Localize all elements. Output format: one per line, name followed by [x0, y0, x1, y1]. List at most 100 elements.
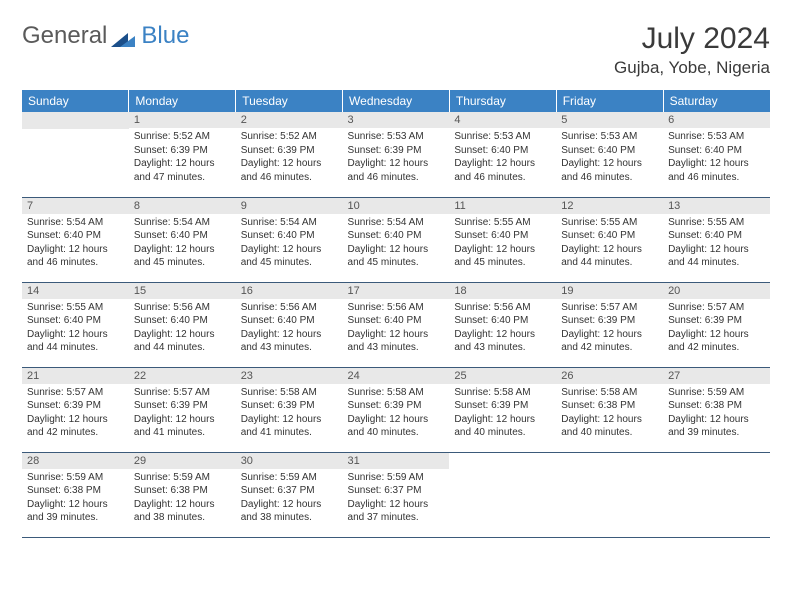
weekday-header: Wednesday	[343, 90, 450, 112]
day-details: Sunrise: 5:59 AMSunset: 6:37 PMDaylight:…	[236, 469, 343, 529]
day-details: Sunrise: 5:53 AMSunset: 6:40 PMDaylight:…	[663, 128, 770, 188]
day-number: 12	[556, 198, 663, 214]
logo-triangle-icon	[111, 27, 135, 45]
location-text: Gujba, Yobe, Nigeria	[614, 58, 770, 78]
day-number: 21	[22, 368, 129, 384]
calendar-row: 7Sunrise: 5:54 AMSunset: 6:40 PMDaylight…	[22, 197, 770, 282]
weekday-header: Sunday	[22, 90, 129, 112]
day-number: 13	[663, 198, 770, 214]
day-number: 15	[129, 283, 236, 299]
logo-text-blue: Blue	[141, 22, 189, 50]
day-details: Sunrise: 5:56 AMSunset: 6:40 PMDaylight:…	[343, 299, 450, 359]
calendar-cell	[22, 112, 129, 197]
day-details: Sunrise: 5:56 AMSunset: 6:40 PMDaylight:…	[129, 299, 236, 359]
day-details: Sunrise: 5:54 AMSunset: 6:40 PMDaylight:…	[22, 214, 129, 274]
title-block: July 2024 Gujba, Yobe, Nigeria	[614, 22, 770, 78]
day-details: Sunrise: 5:58 AMSunset: 6:39 PMDaylight:…	[236, 384, 343, 444]
calendar-cell: 13Sunrise: 5:55 AMSunset: 6:40 PMDayligh…	[663, 197, 770, 282]
day-number: 26	[556, 368, 663, 384]
day-number: 30	[236, 453, 343, 469]
calendar-cell: 16Sunrise: 5:56 AMSunset: 6:40 PMDayligh…	[236, 282, 343, 367]
day-number: 17	[343, 283, 450, 299]
weekday-header: Thursday	[449, 90, 556, 112]
day-number: 19	[556, 283, 663, 299]
day-details: Sunrise: 5:59 AMSunset: 6:37 PMDaylight:…	[343, 469, 450, 529]
day-number: 3	[343, 112, 450, 128]
calendar-cell: 17Sunrise: 5:56 AMSunset: 6:40 PMDayligh…	[343, 282, 450, 367]
day-number: 2	[236, 112, 343, 128]
weekday-header: Saturday	[663, 90, 770, 112]
day-details: Sunrise: 5:59 AMSunset: 6:38 PMDaylight:…	[663, 384, 770, 444]
day-number: 11	[449, 198, 556, 214]
day-details: Sunrise: 5:57 AMSunset: 6:39 PMDaylight:…	[129, 384, 236, 444]
calendar-cell: 9Sunrise: 5:54 AMSunset: 6:40 PMDaylight…	[236, 197, 343, 282]
calendar-cell: 3Sunrise: 5:53 AMSunset: 6:39 PMDaylight…	[343, 112, 450, 197]
day-details: Sunrise: 5:57 AMSunset: 6:39 PMDaylight:…	[22, 384, 129, 444]
day-details: Sunrise: 5:58 AMSunset: 6:38 PMDaylight:…	[556, 384, 663, 444]
day-number: 10	[343, 198, 450, 214]
day-details: Sunrise: 5:55 AMSunset: 6:40 PMDaylight:…	[22, 299, 129, 359]
day-number: 9	[236, 198, 343, 214]
calendar-row: 14Sunrise: 5:55 AMSunset: 6:40 PMDayligh…	[22, 282, 770, 367]
calendar-cell: 4Sunrise: 5:53 AMSunset: 6:40 PMDaylight…	[449, 112, 556, 197]
day-number: 28	[22, 453, 129, 469]
day-number: 27	[663, 368, 770, 384]
calendar-body: 1Sunrise: 5:52 AMSunset: 6:39 PMDaylight…	[22, 112, 770, 537]
calendar-cell: 12Sunrise: 5:55 AMSunset: 6:40 PMDayligh…	[556, 197, 663, 282]
day-number: 7	[22, 198, 129, 214]
calendar-cell: 8Sunrise: 5:54 AMSunset: 6:40 PMDaylight…	[129, 197, 236, 282]
day-details: Sunrise: 5:52 AMSunset: 6:39 PMDaylight:…	[236, 128, 343, 188]
calendar-row: 21Sunrise: 5:57 AMSunset: 6:39 PMDayligh…	[22, 367, 770, 452]
calendar-cell: 31Sunrise: 5:59 AMSunset: 6:37 PMDayligh…	[343, 452, 450, 537]
calendar-cell	[663, 452, 770, 537]
day-details: Sunrise: 5:55 AMSunset: 6:40 PMDaylight:…	[556, 214, 663, 274]
day-details: Sunrise: 5:52 AMSunset: 6:39 PMDaylight:…	[129, 128, 236, 188]
calendar-cell: 20Sunrise: 5:57 AMSunset: 6:39 PMDayligh…	[663, 282, 770, 367]
day-number: 29	[129, 453, 236, 469]
day-details: Sunrise: 5:54 AMSunset: 6:40 PMDaylight:…	[343, 214, 450, 274]
calendar-cell: 30Sunrise: 5:59 AMSunset: 6:37 PMDayligh…	[236, 452, 343, 537]
calendar-cell: 28Sunrise: 5:59 AMSunset: 6:38 PMDayligh…	[22, 452, 129, 537]
logo-text-general: General	[22, 22, 107, 50]
calendar-cell: 23Sunrise: 5:58 AMSunset: 6:39 PMDayligh…	[236, 367, 343, 452]
calendar-cell: 1Sunrise: 5:52 AMSunset: 6:39 PMDaylight…	[129, 112, 236, 197]
calendar-table: SundayMondayTuesdayWednesdayThursdayFrid…	[22, 90, 770, 538]
calendar-cell: 25Sunrise: 5:58 AMSunset: 6:39 PMDayligh…	[449, 367, 556, 452]
calendar-cell: 19Sunrise: 5:57 AMSunset: 6:39 PMDayligh…	[556, 282, 663, 367]
day-number: 31	[343, 453, 450, 469]
calendar-cell: 24Sunrise: 5:58 AMSunset: 6:39 PMDayligh…	[343, 367, 450, 452]
calendar-row: 1Sunrise: 5:52 AMSunset: 6:39 PMDaylight…	[22, 112, 770, 197]
empty-daynum	[22, 112, 129, 129]
calendar-cell	[556, 452, 663, 537]
day-number: 6	[663, 112, 770, 128]
calendar-cell: 29Sunrise: 5:59 AMSunset: 6:38 PMDayligh…	[129, 452, 236, 537]
day-details: Sunrise: 5:59 AMSunset: 6:38 PMDaylight:…	[22, 469, 129, 529]
day-number: 18	[449, 283, 556, 299]
calendar-cell: 15Sunrise: 5:56 AMSunset: 6:40 PMDayligh…	[129, 282, 236, 367]
day-details: Sunrise: 5:57 AMSunset: 6:39 PMDaylight:…	[663, 299, 770, 359]
weekday-header: Tuesday	[236, 90, 343, 112]
day-number: 25	[449, 368, 556, 384]
day-number: 14	[22, 283, 129, 299]
day-number: 23	[236, 368, 343, 384]
day-details: Sunrise: 5:55 AMSunset: 6:40 PMDaylight:…	[663, 214, 770, 274]
calendar-cell: 6Sunrise: 5:53 AMSunset: 6:40 PMDaylight…	[663, 112, 770, 197]
day-number: 16	[236, 283, 343, 299]
weekday-header: Friday	[556, 90, 663, 112]
calendar-cell: 11Sunrise: 5:55 AMSunset: 6:40 PMDayligh…	[449, 197, 556, 282]
calendar-cell: 27Sunrise: 5:59 AMSunset: 6:38 PMDayligh…	[663, 367, 770, 452]
day-details: Sunrise: 5:58 AMSunset: 6:39 PMDaylight:…	[449, 384, 556, 444]
day-number: 20	[663, 283, 770, 299]
calendar-cell: 21Sunrise: 5:57 AMSunset: 6:39 PMDayligh…	[22, 367, 129, 452]
day-number: 4	[449, 112, 556, 128]
calendar-cell: 5Sunrise: 5:53 AMSunset: 6:40 PMDaylight…	[556, 112, 663, 197]
calendar-cell: 10Sunrise: 5:54 AMSunset: 6:40 PMDayligh…	[343, 197, 450, 282]
calendar-cell: 26Sunrise: 5:58 AMSunset: 6:38 PMDayligh…	[556, 367, 663, 452]
day-number: 5	[556, 112, 663, 128]
day-number: 8	[129, 198, 236, 214]
day-details: Sunrise: 5:56 AMSunset: 6:40 PMDaylight:…	[236, 299, 343, 359]
day-number: 22	[129, 368, 236, 384]
day-details: Sunrise: 5:58 AMSunset: 6:39 PMDaylight:…	[343, 384, 450, 444]
calendar-cell: 18Sunrise: 5:56 AMSunset: 6:40 PMDayligh…	[449, 282, 556, 367]
calendar-row: 28Sunrise: 5:59 AMSunset: 6:38 PMDayligh…	[22, 452, 770, 537]
